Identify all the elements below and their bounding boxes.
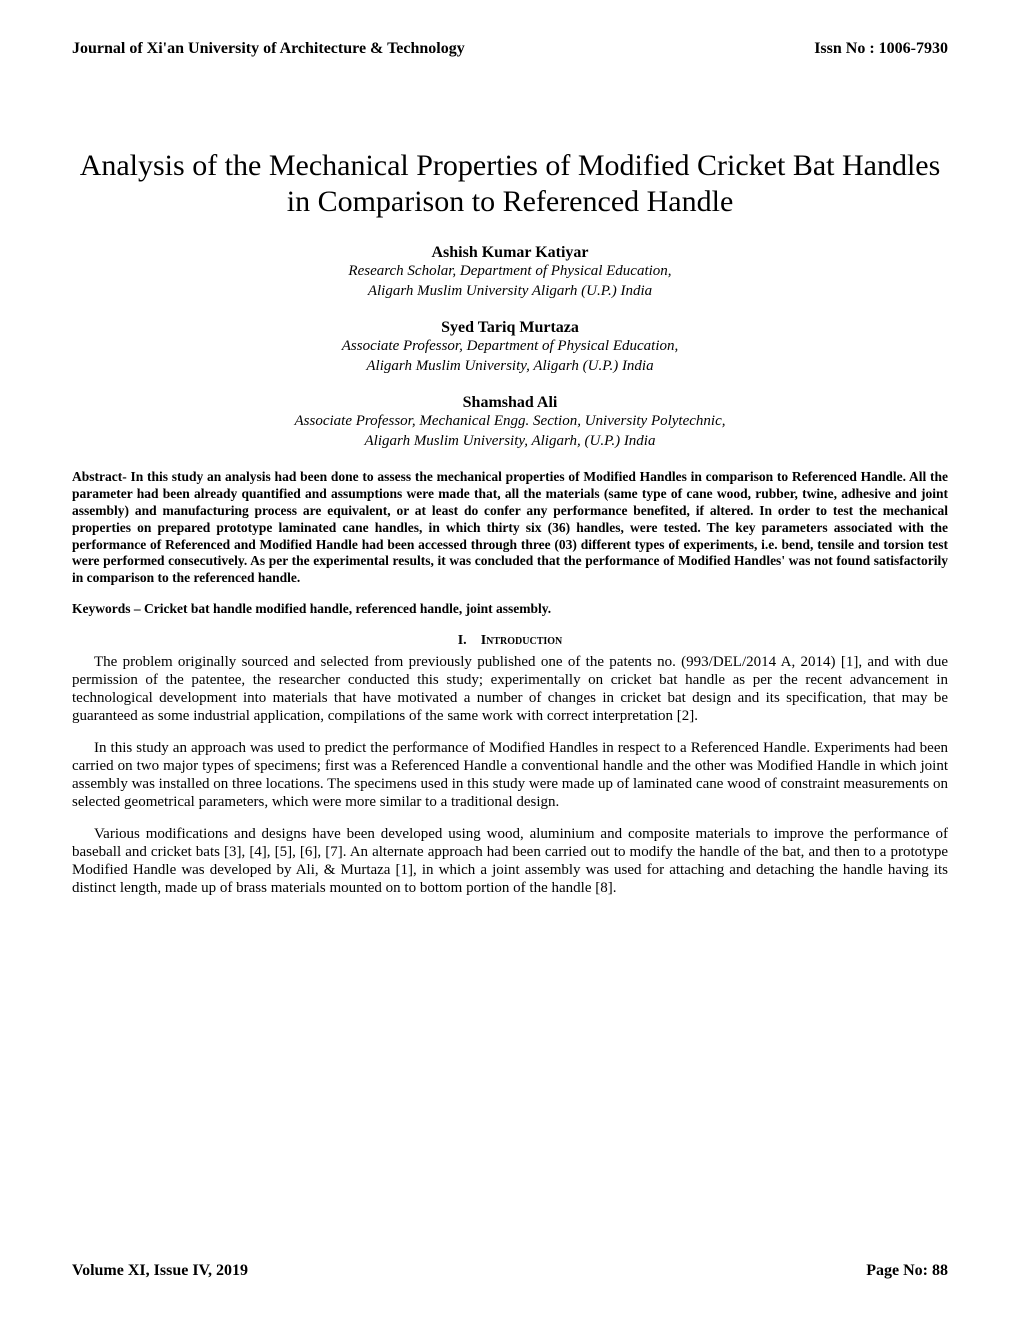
author-name: Syed Tariq Murtaza [72,319,948,337]
section-number: I. [458,633,467,648]
author-block-1: Ashish Kumar Katiyar Research Scholar, D… [72,244,948,301]
author-role: Research Scholar, Department of Physical… [72,262,948,282]
body-paragraph: The problem originally sourced and selec… [72,653,948,725]
body-paragraph: Various modifications and designs have b… [72,825,948,897]
section-heading: I. Introduction [72,633,948,649]
body-paragraph: In this study an approach was used to pr… [72,739,948,811]
author-role: Associate Professor, Mechanical Engg. Se… [72,412,948,432]
author-institution: Aligarh Muslim University Aligarh (U.P.)… [72,282,948,302]
volume-info: Volume XI, Issue IV, 2019 [72,1262,248,1280]
author-block-2: Syed Tariq Murtaza Associate Professor, … [72,319,948,376]
section-title: Introduction [481,633,563,648]
author-name: Ashish Kumar Katiyar [72,244,948,262]
journal-name: Journal of Xi'an University of Architect… [72,40,465,58]
author-block-3: Shamshad Ali Associate Professor, Mechan… [72,394,948,451]
page-footer: Volume XI, Issue IV, 2019 Page No: 88 [72,1262,948,1280]
author-name: Shamshad Ali [72,394,948,412]
issn-number: Issn No : 1006-7930 [814,40,948,58]
abstract-text: Abstract- In this study an analysis had … [72,469,948,587]
author-institution: Aligarh Muslim University, Aligarh (U.P.… [72,357,948,377]
author-institution: Aligarh Muslim University, Aligarh, (U.P… [72,432,948,452]
paper-title: Analysis of the Mechanical Properties of… [72,148,948,220]
page-number: Page No: 88 [866,1262,948,1280]
author-role: Associate Professor, Department of Physi… [72,337,948,357]
keywords-text: Keywords – Cricket bat handle modified h… [72,601,948,617]
page-header: Journal of Xi'an University of Architect… [72,40,948,58]
